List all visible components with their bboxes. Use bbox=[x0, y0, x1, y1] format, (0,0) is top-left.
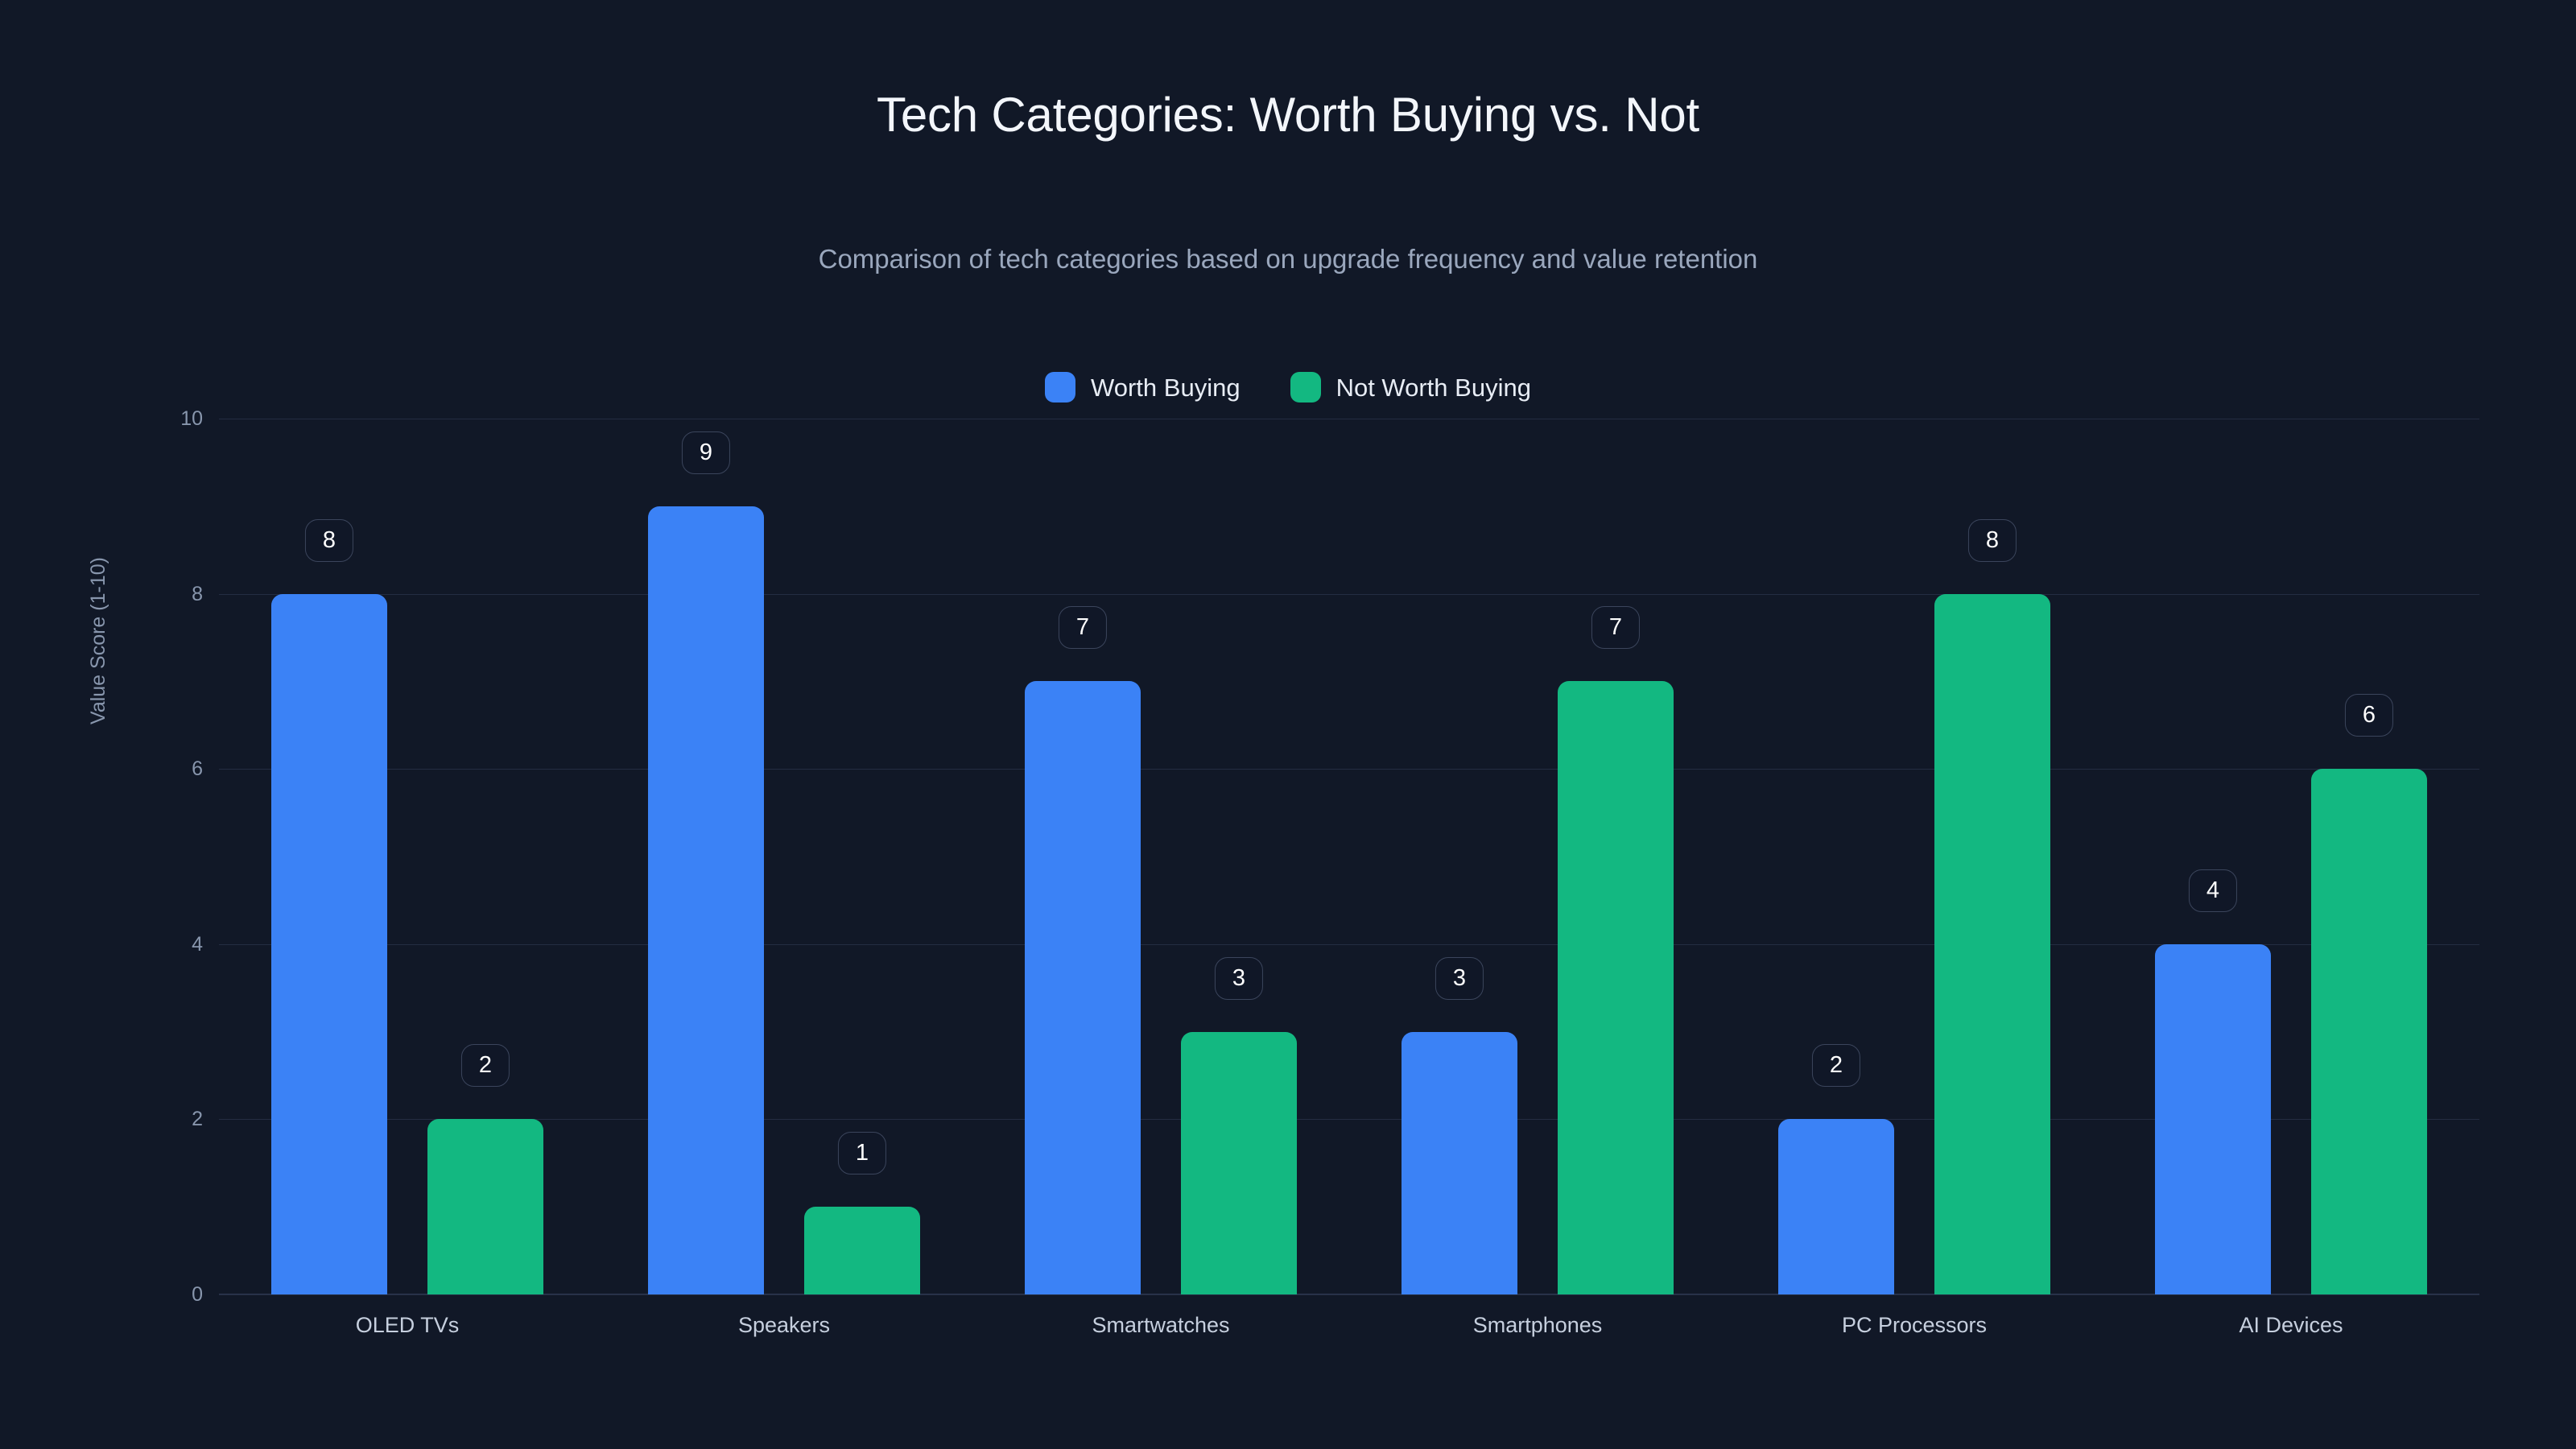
bar-not-worth-buying[interactable] bbox=[2311, 769, 2427, 1294]
bar-value-badge: 9 bbox=[681, 431, 731, 474]
gridline bbox=[219, 943, 2479, 945]
bar-not-worth-buying[interactable] bbox=[804, 1207, 920, 1294]
bar-value-badge: 4 bbox=[2188, 869, 2238, 912]
bar-worth-buying[interactable] bbox=[1025, 681, 1141, 1294]
x-axis-category-label: PC Processors bbox=[1841, 1313, 1988, 1337]
x-axis-category-label: AI Devices bbox=[2239, 1313, 2343, 1337]
y-axis-tick-label: 0 bbox=[192, 1283, 203, 1306]
bar-worth-buying[interactable] bbox=[1778, 1119, 1894, 1294]
legend-item-worth-buying[interactable]: Worth Buying bbox=[1045, 372, 1241, 402]
gridline bbox=[219, 593, 2479, 595]
bar-value-badge: 7 bbox=[1058, 606, 1108, 650]
x-axis-category-label: OLED TVs bbox=[355, 1313, 460, 1337]
y-axis-tick-label: 2 bbox=[192, 1108, 203, 1131]
bar-worth-buying[interactable] bbox=[2155, 943, 2271, 1294]
gridline bbox=[219, 769, 2479, 770]
y-axis-tick-label: 6 bbox=[192, 758, 203, 781]
bar-value-badge: 8 bbox=[304, 518, 354, 562]
chart-legend: Worth Buying Not Worth Buying bbox=[0, 372, 2576, 402]
legend-label-worth-buying: Worth Buying bbox=[1091, 373, 1241, 402]
plot-area: 8 2 9 1 7 3 3 7 2 8 4 6 OLED TVs Speakers Smartwatche… bbox=[219, 419, 2479, 1336]
y-axis-tick-label: 4 bbox=[192, 932, 203, 956]
page-subtitle: Comparison of tech categories based on u… bbox=[818, 244, 1758, 274]
bar-not-worth-buying[interactable] bbox=[1558, 681, 1674, 1294]
bar-value-badge: 3 bbox=[1214, 956, 1264, 1000]
x-axis-category-label: Speakers bbox=[737, 1313, 831, 1337]
bar-value-badge: 2 bbox=[1811, 1044, 1861, 1088]
bar-value-badge: 2 bbox=[460, 1044, 510, 1088]
bar-not-worth-buying[interactable] bbox=[427, 1119, 543, 1294]
legend-swatch-icon-worth-buying bbox=[1045, 372, 1076, 402]
page-title: Tech Categories: Worth Buying vs. Not bbox=[877, 88, 1699, 142]
legend-label-not-worth-buying: Not Worth Buying bbox=[1335, 373, 1531, 402]
bar-value-badge: 7 bbox=[1591, 606, 1641, 650]
bar-value-badge: 3 bbox=[1435, 956, 1484, 1000]
legend-swatch-icon-not-worth-buying bbox=[1290, 372, 1321, 402]
bar-value-badge: 6 bbox=[2344, 694, 2394, 737]
gridline bbox=[219, 1294, 2479, 1295]
bar-worth-buying[interactable] bbox=[271, 593, 387, 1294]
legend-item-not-worth-buying[interactable]: Not Worth Buying bbox=[1290, 372, 1531, 402]
bar-worth-buying[interactable] bbox=[648, 506, 764, 1294]
y-axis-title: Value Score (1-10) bbox=[87, 557, 109, 724]
x-axis-category-label: Smartwatches bbox=[1092, 1313, 1230, 1337]
bar-not-worth-buying[interactable] bbox=[1181, 1031, 1297, 1294]
x-axis-category-label: Smartphones bbox=[1472, 1313, 1603, 1337]
bar-worth-buying[interactable] bbox=[1402, 1031, 1517, 1294]
bar-value-badge: 8 bbox=[1967, 518, 2017, 562]
y-axis-tick-label: 10 bbox=[180, 407, 203, 430]
gridline bbox=[219, 1119, 2479, 1121]
y-axis-tick-label: 8 bbox=[192, 582, 203, 605]
bar-value-badge: 1 bbox=[837, 1132, 887, 1175]
bar-not-worth-buying[interactable] bbox=[1934, 593, 2050, 1294]
